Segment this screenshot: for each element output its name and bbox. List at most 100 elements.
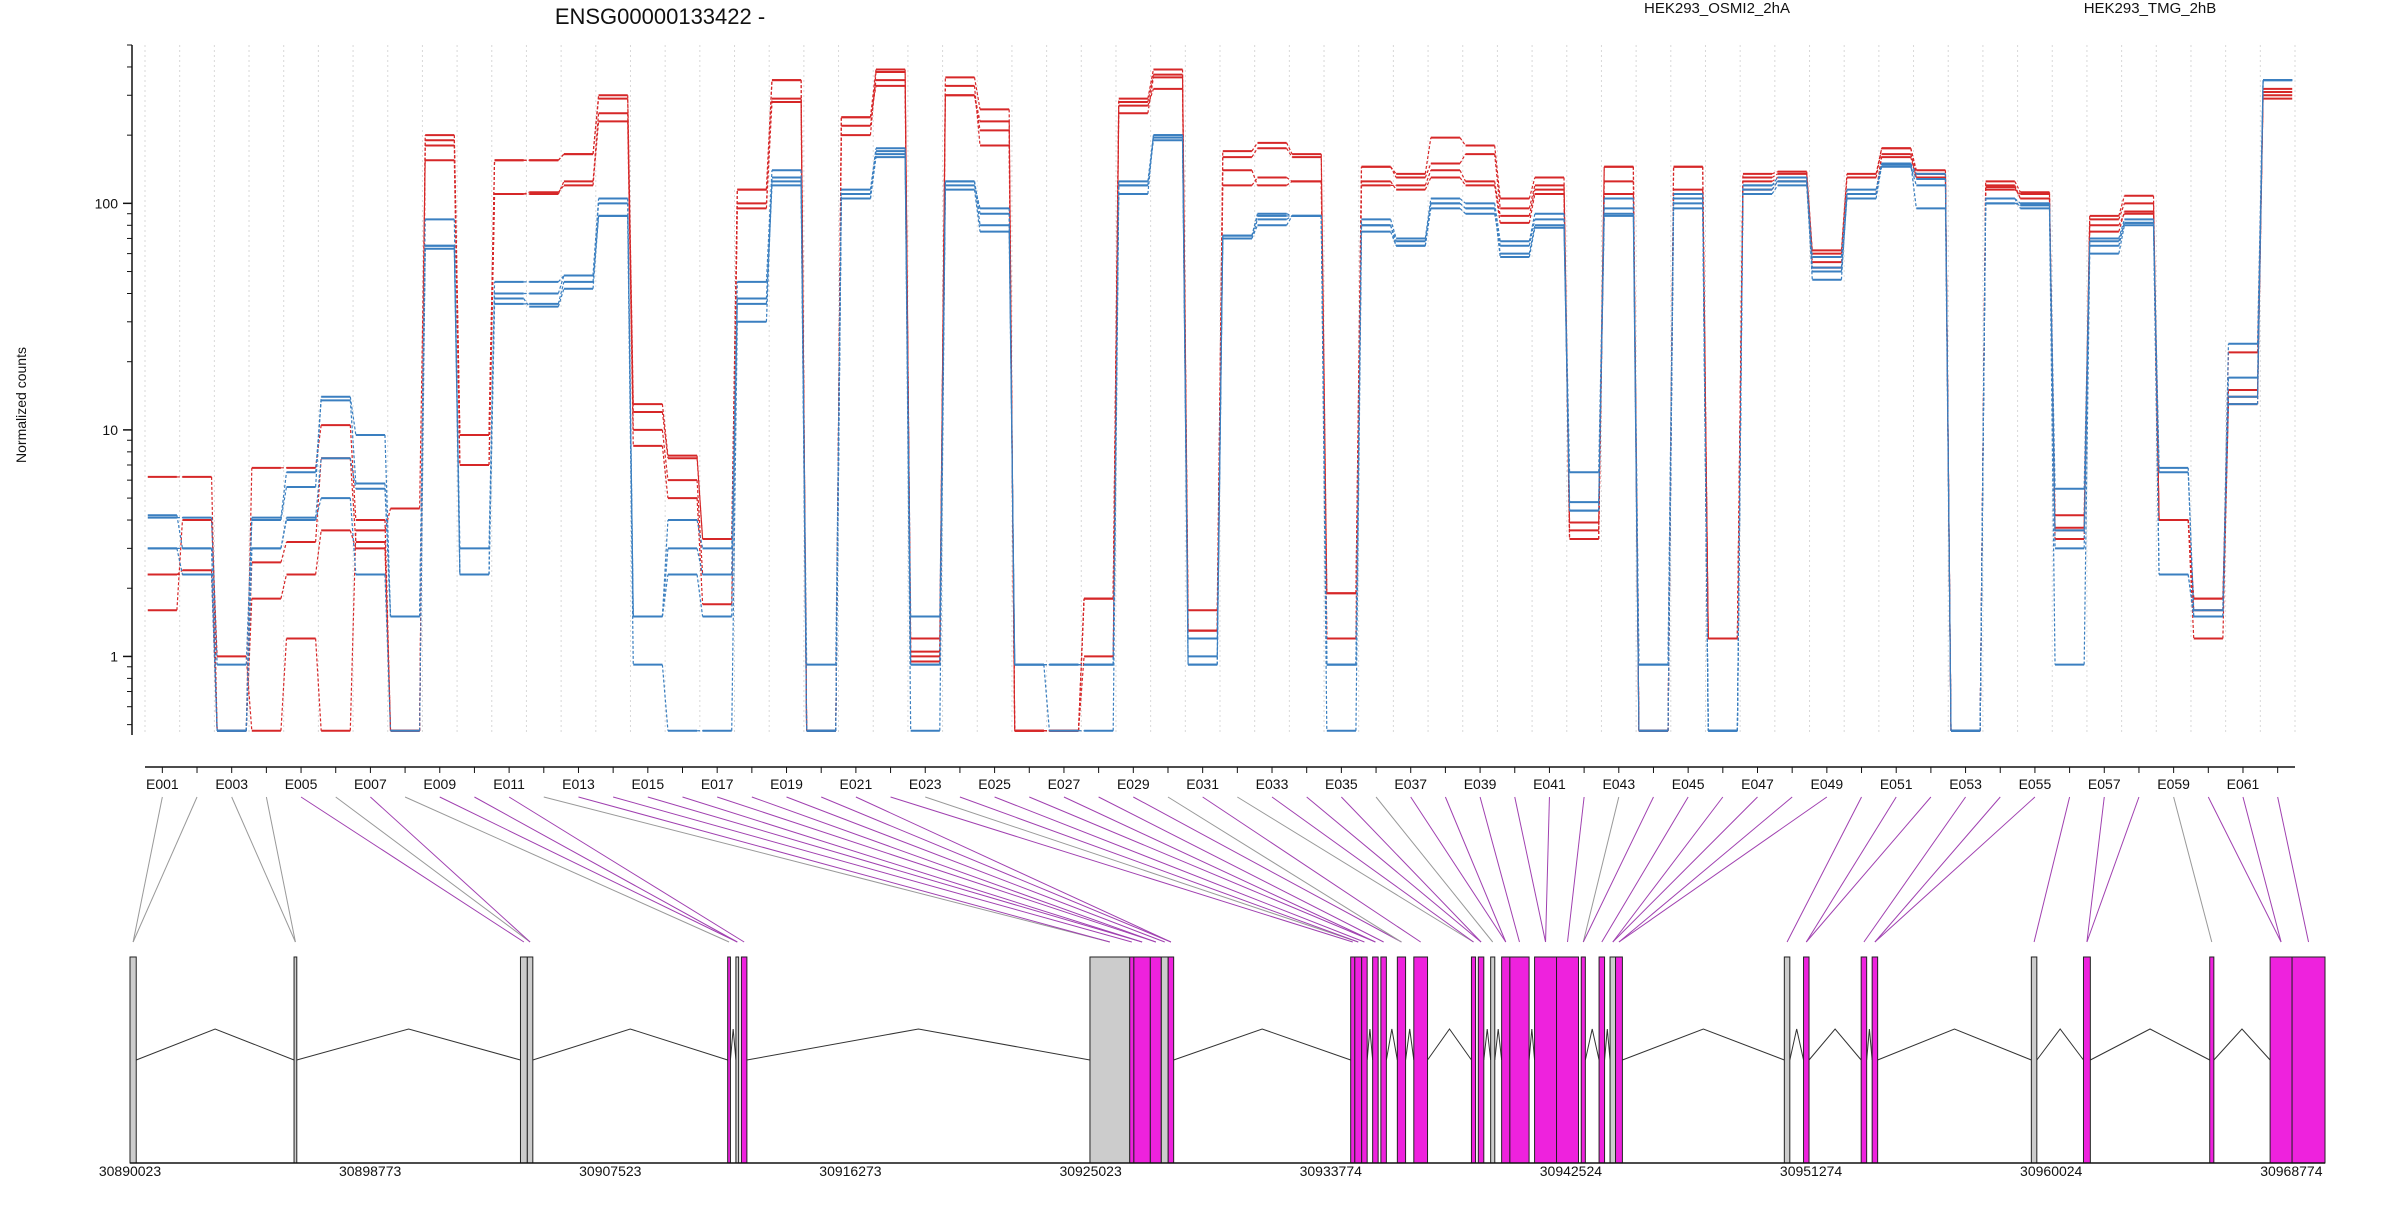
gene-exon <box>1615 956 1623 1164</box>
series-connector <box>1390 225 1397 246</box>
series-connector <box>1875 148 1883 174</box>
exon-connector <box>717 796 1156 943</box>
legend-label-group-a: HEK293_OSMI2_2hA <box>1644 0 1790 17</box>
x-tick-label: E037 <box>1394 776 1427 792</box>
series-connector <box>315 497 322 521</box>
series-connector <box>315 530 322 575</box>
intron-line <box>532 1028 728 1061</box>
x-tick-label: E001 <box>146 776 179 792</box>
series-connector <box>1528 185 1536 209</box>
x-tick-label: E017 <box>701 776 734 792</box>
genomic-tick-label: 30933774 <box>1300 1163 1363 1179</box>
gene-exon <box>2269 956 2293 1164</box>
series-connector <box>869 154 877 199</box>
series-connector <box>176 548 184 575</box>
intron-line <box>136 1028 295 1061</box>
series-connector <box>1910 153 1917 178</box>
exon-connector <box>1582 796 1654 943</box>
gene-exon <box>1160 956 1169 1164</box>
intron-line <box>1866 1028 1873 1061</box>
series-connector <box>1390 225 1397 242</box>
gene-exon <box>1133 956 1151 1164</box>
series-connector <box>869 80 877 126</box>
series-connector <box>523 298 530 307</box>
series-connector <box>592 113 600 182</box>
gene-exon <box>1490 956 1496 1164</box>
exon-connector <box>1786 796 1862 943</box>
series-connector <box>557 275 565 283</box>
series-connector <box>2118 219 2125 239</box>
series-connector <box>1771 177 1778 182</box>
exon-connector <box>1874 796 2036 943</box>
intron-line <box>746 1028 1091 1061</box>
series-connector <box>349 530 357 549</box>
x-tick-label: E015 <box>631 776 664 792</box>
series-connector <box>280 541 288 563</box>
series-connector <box>1216 238 1224 665</box>
series-connector <box>1459 207 1466 215</box>
series-connector <box>2222 396 2230 617</box>
series-connector <box>1494 208 1501 254</box>
exon-connector <box>508 796 745 943</box>
intron-line <box>1808 1028 1862 1061</box>
series-connector <box>627 215 634 617</box>
x-tick-label: E007 <box>354 776 387 792</box>
series-connector <box>1702 208 1709 731</box>
intron-line <box>2036 1028 2084 1061</box>
series-connector <box>835 198 842 731</box>
exon-connector <box>1618 796 1828 943</box>
series-connector <box>973 185 981 209</box>
gene-exon <box>1167 956 1175 1164</box>
axes: 1 10 100 E001 E003 E005 E007 E009 E011 E013 E015 E0… <box>95 44 2295 792</box>
exon-connector <box>2242 796 2282 943</box>
intron-line <box>1494 1028 1503 1061</box>
series-connector <box>557 181 565 195</box>
gene-exon <box>129 956 137 1164</box>
gene-exon <box>1509 956 1530 1164</box>
series-connector <box>765 170 773 282</box>
series-connector <box>280 638 288 731</box>
series-connector <box>1840 173 1848 251</box>
series-connector <box>904 148 912 617</box>
genomic-tick-label: 30898773 <box>339 1163 402 1179</box>
exon-connector <box>1237 796 1474 943</box>
intron-line <box>1173 1028 1351 1061</box>
genomic-tick-label: 30942524 <box>1540 1163 1603 1179</box>
series-connector <box>973 77 981 110</box>
y-tick-label: 10 <box>102 422 118 438</box>
series-connector <box>592 215 600 282</box>
series-connector <box>661 664 669 731</box>
x-tick-label: E021 <box>840 776 873 792</box>
gene-exon <box>1470 956 1477 1164</box>
series-connector <box>731 321 738 731</box>
series-connector <box>488 281 496 549</box>
series-connector <box>2256 80 2264 344</box>
exon-connector <box>132 796 198 943</box>
intron-line <box>1366 1028 1374 1061</box>
gene-exon <box>1350 956 1356 1164</box>
series-connector <box>1147 88 1154 106</box>
series-connector <box>1286 213 1293 217</box>
exon-connector <box>1306 796 1482 943</box>
series-connector <box>1910 164 1917 180</box>
series-connector <box>1320 154 1328 594</box>
y-tick-label: 1 <box>110 648 118 664</box>
x-tick-label: E061 <box>2227 776 2260 792</box>
series-connector <box>349 396 357 436</box>
exon-connector <box>578 796 1110 943</box>
series-connector <box>2118 211 2125 232</box>
exon-connector <box>1805 796 1932 943</box>
series-connector <box>1286 215 1293 226</box>
series-connector <box>939 189 946 665</box>
series-connector <box>1459 202 1466 209</box>
series-connector <box>1910 163 1917 175</box>
series-connector <box>1459 137 1467 146</box>
series-connector <box>1528 177 1536 199</box>
y-axis-label: Normalized counts <box>13 347 29 463</box>
exon-connector <box>821 796 1172 943</box>
exon-connector <box>1444 796 1507 943</box>
exon-connector <box>1567 796 1585 943</box>
x-tick-label: E019 <box>770 776 803 792</box>
exon-connector <box>2033 796 2071 943</box>
series-connector <box>1251 170 1259 186</box>
